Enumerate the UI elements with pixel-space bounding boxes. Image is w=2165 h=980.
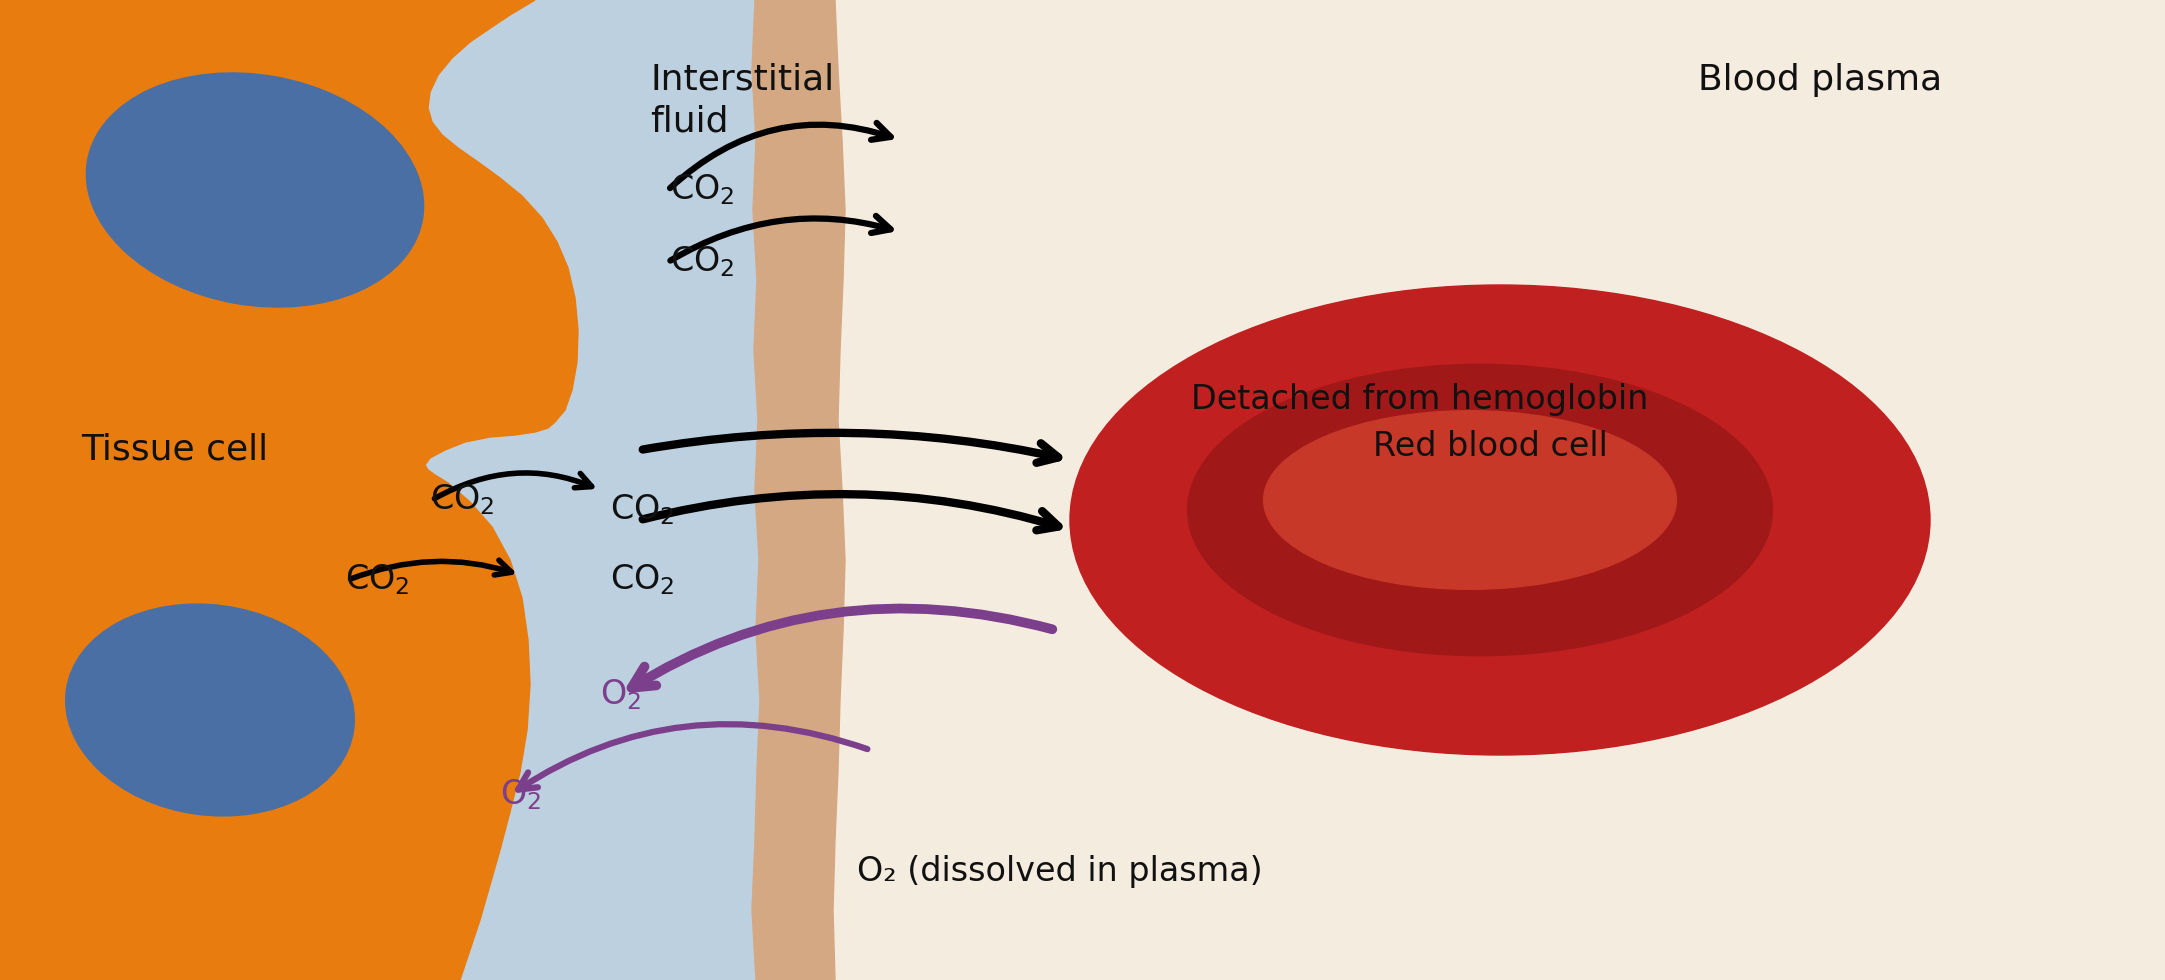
- Text: $\mathregular{O_2}$: $\mathregular{O_2}$: [600, 677, 641, 712]
- Ellipse shape: [65, 604, 355, 816]
- Text: $\mathregular{CO_2}$: $\mathregular{CO_2}$: [669, 245, 734, 279]
- Text: Interstitial: Interstitial: [650, 63, 834, 97]
- Polygon shape: [0, 0, 578, 980]
- Text: fluid: fluid: [650, 105, 727, 139]
- Text: Blood plasma: Blood plasma: [1697, 63, 1942, 97]
- Text: Red blood cell: Red blood cell: [1373, 429, 1606, 463]
- Ellipse shape: [87, 73, 424, 307]
- Text: $\mathregular{CO_2}$: $\mathregular{CO_2}$: [344, 563, 409, 598]
- Text: $\mathregular{CO_2}$: $\mathregular{CO_2}$: [611, 563, 675, 598]
- Text: Detached from hemoglobin: Detached from hemoglobin: [1191, 383, 1650, 416]
- Text: $\mathregular{O_2}$: $\mathregular{O_2}$: [500, 778, 541, 812]
- Text: $\mathregular{CO_2}$: $\mathregular{CO_2}$: [669, 172, 734, 208]
- Bar: [0, 0, 771, 980]
- Ellipse shape: [1070, 285, 1929, 755]
- Text: $\mathregular{CO_2}$: $\mathregular{CO_2}$: [611, 493, 675, 527]
- Text: $\mathregular{CO_2}$: $\mathregular{CO_2}$: [431, 482, 494, 517]
- Text: Tissue cell: Tissue cell: [82, 433, 268, 467]
- Text: O₂ (dissolved in plasma): O₂ (dissolved in plasma): [857, 856, 1262, 889]
- Polygon shape: [751, 0, 844, 980]
- Ellipse shape: [1264, 411, 1676, 589]
- Ellipse shape: [1189, 365, 1773, 656]
